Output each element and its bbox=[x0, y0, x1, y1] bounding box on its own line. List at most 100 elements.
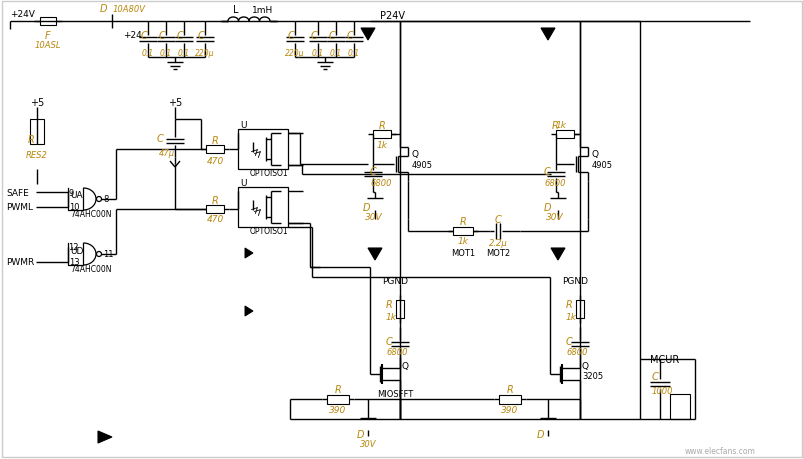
Text: 10ASL: 10ASL bbox=[35, 41, 61, 50]
Text: 9: 9 bbox=[69, 188, 74, 197]
Text: Q: Q bbox=[581, 362, 589, 371]
Bar bbox=[40, 18, 56, 26]
Text: 74AHC00N: 74AHC00N bbox=[70, 265, 112, 274]
Text: 1k: 1k bbox=[385, 313, 397, 322]
Text: F: F bbox=[45, 31, 51, 41]
Text: PWML: PWML bbox=[6, 203, 33, 212]
Polygon shape bbox=[245, 306, 253, 316]
Polygon shape bbox=[98, 431, 112, 443]
Text: MOT1: MOT1 bbox=[450, 249, 475, 258]
Text: C: C bbox=[141, 31, 148, 41]
Text: C: C bbox=[565, 336, 572, 346]
Bar bbox=[575, 300, 583, 318]
Text: +5: +5 bbox=[30, 98, 44, 108]
Text: 1k: 1k bbox=[556, 121, 566, 130]
Text: R: R bbox=[506, 384, 513, 394]
Bar bbox=[499, 395, 520, 404]
Text: MCUR: MCUR bbox=[649, 354, 679, 364]
Text: C: C bbox=[347, 31, 353, 41]
Text: R: R bbox=[565, 299, 572, 309]
Text: C: C bbox=[198, 31, 205, 41]
Text: C: C bbox=[494, 214, 501, 224]
Text: 6800: 6800 bbox=[544, 178, 565, 187]
Text: +24: +24 bbox=[123, 30, 141, 39]
Text: 0.1: 0.1 bbox=[312, 50, 324, 58]
Text: 0.1: 0.1 bbox=[177, 50, 190, 58]
Text: 1000: 1000 bbox=[651, 386, 673, 396]
Text: U: U bbox=[240, 178, 247, 187]
Text: 6800: 6800 bbox=[369, 178, 391, 187]
Text: D: D bbox=[536, 429, 543, 439]
Text: C: C bbox=[369, 167, 377, 177]
Text: PWMR: PWMR bbox=[6, 258, 35, 267]
Circle shape bbox=[96, 197, 101, 202]
Text: 47μ: 47μ bbox=[159, 148, 175, 157]
Text: 4905: 4905 bbox=[411, 160, 433, 169]
Text: D: D bbox=[356, 429, 363, 439]
Polygon shape bbox=[245, 248, 253, 258]
Text: 11: 11 bbox=[104, 250, 114, 259]
Text: 1mH: 1mH bbox=[251, 6, 273, 15]
Bar bbox=[556, 131, 573, 139]
Text: OPTOISO1: OPTOISO1 bbox=[250, 169, 288, 178]
Text: 470: 470 bbox=[206, 215, 223, 224]
Text: R: R bbox=[28, 134, 35, 145]
Text: C: C bbox=[385, 336, 392, 346]
Text: 30V: 30V bbox=[365, 213, 382, 222]
Text: 8: 8 bbox=[104, 194, 108, 203]
Text: 1k: 1k bbox=[565, 313, 577, 322]
Text: R: R bbox=[552, 121, 558, 131]
Bar bbox=[396, 300, 403, 318]
Text: 1k: 1k bbox=[457, 237, 468, 246]
Text: U: U bbox=[240, 120, 247, 129]
Text: C: C bbox=[157, 134, 164, 144]
Text: 2.2μ: 2.2μ bbox=[488, 239, 507, 248]
Text: R: R bbox=[378, 121, 385, 131]
Bar bbox=[452, 228, 472, 235]
Polygon shape bbox=[550, 248, 565, 260]
Text: 1k: 1k bbox=[376, 140, 387, 149]
Text: D: D bbox=[362, 202, 370, 213]
Text: 30V: 30V bbox=[545, 213, 563, 222]
Text: C: C bbox=[177, 31, 184, 41]
Bar bbox=[30, 120, 44, 145]
Text: 470: 470 bbox=[206, 156, 223, 165]
Text: R: R bbox=[459, 217, 466, 226]
Text: OPTOISO1: OPTOISO1 bbox=[250, 227, 288, 236]
Text: 74AHC00N: 74AHC00N bbox=[70, 210, 112, 219]
Text: C: C bbox=[287, 31, 295, 41]
Text: 10: 10 bbox=[69, 203, 79, 212]
Text: MIOSFFT: MIOSFFT bbox=[377, 390, 413, 398]
Text: www.elecfans.com: www.elecfans.com bbox=[683, 447, 755, 455]
Text: 3205: 3205 bbox=[581, 372, 602, 381]
Text: C: C bbox=[159, 31, 165, 41]
Text: UD: UD bbox=[70, 247, 84, 256]
Bar bbox=[238, 188, 287, 228]
Text: 12: 12 bbox=[68, 243, 79, 252]
Text: 10A80V: 10A80V bbox=[113, 5, 146, 13]
Bar bbox=[206, 206, 224, 213]
Polygon shape bbox=[540, 29, 554, 41]
Text: R: R bbox=[211, 196, 218, 206]
Circle shape bbox=[96, 252, 101, 257]
Text: C: C bbox=[328, 31, 336, 41]
Text: MOT2: MOT2 bbox=[485, 249, 509, 258]
Bar bbox=[669, 394, 689, 419]
Text: RES2: RES2 bbox=[26, 150, 48, 159]
Text: D: D bbox=[99, 4, 107, 14]
Text: 390: 390 bbox=[501, 406, 518, 414]
Text: R: R bbox=[334, 384, 341, 394]
Text: Q: Q bbox=[411, 150, 418, 159]
Text: 0.1: 0.1 bbox=[160, 50, 172, 58]
Polygon shape bbox=[368, 248, 381, 260]
Text: +5: +5 bbox=[168, 98, 182, 108]
Text: 6800: 6800 bbox=[565, 348, 587, 357]
Text: 0.1: 0.1 bbox=[348, 50, 360, 58]
Bar bbox=[238, 130, 287, 170]
Text: Q: Q bbox=[402, 362, 409, 371]
Text: 30V: 30V bbox=[359, 440, 376, 448]
Text: +24V: +24V bbox=[10, 10, 35, 18]
Text: C: C bbox=[311, 31, 317, 41]
Text: 0.1: 0.1 bbox=[142, 50, 154, 58]
Bar bbox=[327, 395, 349, 404]
